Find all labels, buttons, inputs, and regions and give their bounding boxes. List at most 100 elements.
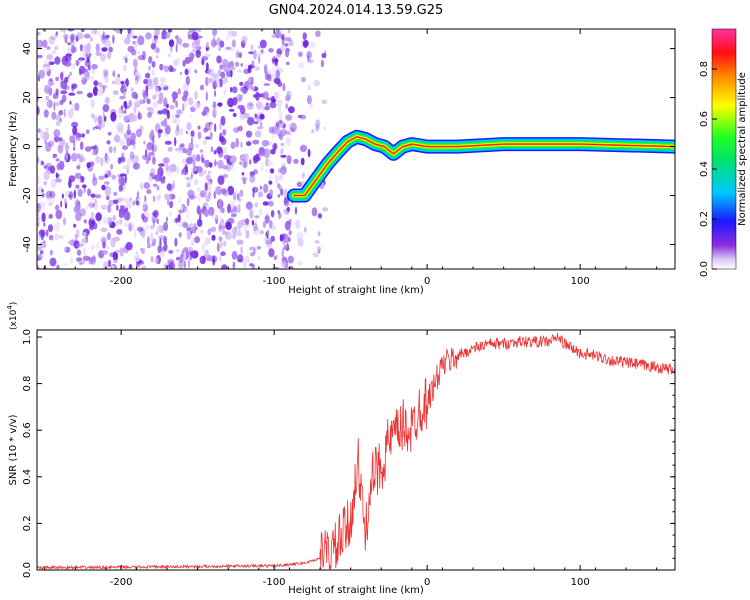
spectrogram-y-axis: -40 -20 0 20 40 xyxy=(22,42,675,253)
noise-speckle xyxy=(61,71,64,78)
noise-speckle xyxy=(147,111,152,118)
noise-speckle xyxy=(280,260,287,268)
noise-speckle xyxy=(218,45,221,52)
noise-speckle xyxy=(48,140,55,147)
noise-speckle xyxy=(316,246,321,253)
noise-speckle xyxy=(272,133,275,139)
noise-speckle xyxy=(230,68,233,78)
noise-speckle xyxy=(317,231,321,237)
noise-speckle xyxy=(63,29,66,34)
noise-speckle xyxy=(54,131,57,138)
noise-speckle xyxy=(178,36,182,46)
noise-speckle xyxy=(268,126,275,134)
noise-speckle xyxy=(94,29,97,35)
noise-speckle xyxy=(235,51,239,59)
noise-speckle xyxy=(181,169,184,176)
noise-speckle xyxy=(269,189,273,197)
noise-speckle xyxy=(80,76,86,80)
noise-speckle xyxy=(182,222,189,229)
noise-speckle xyxy=(194,236,201,244)
noise-speckle xyxy=(92,86,99,96)
noise-speckle xyxy=(294,206,298,215)
noise-speckle xyxy=(174,114,180,118)
noise-speckle xyxy=(84,146,92,152)
noise-speckle xyxy=(152,135,155,146)
noise-speckle xyxy=(56,264,60,269)
noise-speckle xyxy=(229,66,236,71)
snr-x-axis: -200 -100 0 100 xyxy=(44,330,658,588)
noise-speckle xyxy=(69,256,74,264)
noise-speckle xyxy=(83,33,91,39)
noise-speckle xyxy=(113,236,120,242)
noise-speckle xyxy=(188,142,194,151)
noise-speckle xyxy=(157,166,164,177)
noise-speckle xyxy=(167,53,172,58)
noise-speckle xyxy=(142,154,150,161)
noise-speckle xyxy=(306,95,312,105)
snr-chart: -200 -100 0 100 0.0 0.2 0.4 0.6 0.8 1.0 Height o… xyxy=(6,302,676,596)
noise-speckle xyxy=(106,195,110,201)
noise-speckle xyxy=(86,56,90,63)
noise-speckle xyxy=(235,137,239,148)
noise-speckle xyxy=(100,157,104,167)
noise-speckle xyxy=(57,144,64,154)
noise-speckle xyxy=(235,208,241,213)
noise-speckle xyxy=(176,165,179,175)
noise-speckle xyxy=(269,101,277,109)
noise-speckle xyxy=(248,51,255,55)
noise-speckle xyxy=(132,58,138,69)
svg-text:(x104): (x104) xyxy=(6,302,19,330)
noise-speckle xyxy=(321,99,328,105)
y-tick-label: -20 xyxy=(22,187,33,203)
noise-speckle xyxy=(124,109,127,114)
noise-speckle xyxy=(116,219,119,227)
noise-speckle xyxy=(160,250,165,258)
noise-speckle xyxy=(205,174,211,181)
noise-speckle xyxy=(102,104,110,113)
noise-speckle xyxy=(266,230,270,235)
noise-speckle xyxy=(258,208,263,216)
noise-speckle xyxy=(113,146,116,154)
noise-speckle xyxy=(88,200,94,210)
noise-speckle xyxy=(280,188,284,196)
noise-speckle xyxy=(126,137,132,147)
noise-speckle xyxy=(163,221,169,232)
noise-speckle xyxy=(147,151,155,157)
noise-speckle xyxy=(131,91,138,99)
noise-speckle xyxy=(177,262,184,269)
noise-speckle xyxy=(219,254,222,263)
noise-speckle xyxy=(245,201,253,210)
noise-speckle xyxy=(283,130,290,135)
noise-speckle xyxy=(266,237,271,244)
noise-speckle xyxy=(40,161,45,166)
noise-speckle xyxy=(88,64,91,71)
noise-speckle xyxy=(47,100,50,109)
noise-speckle xyxy=(41,188,44,193)
noise-speckle xyxy=(282,123,286,129)
noise-speckle xyxy=(43,165,48,169)
noise-speckle xyxy=(252,186,259,193)
noise-speckle xyxy=(76,137,81,141)
noise-speckle xyxy=(201,245,205,253)
noise-speckle xyxy=(286,155,292,165)
noise-speckle xyxy=(49,191,56,199)
noise-speckle xyxy=(55,158,60,162)
noise-speckle xyxy=(276,254,279,258)
noise-speckle xyxy=(317,213,322,219)
noise-speckle xyxy=(122,265,125,269)
noise-speckle xyxy=(118,125,125,135)
noise-speckle xyxy=(257,256,261,260)
noise-speckle xyxy=(144,195,147,203)
noise-speckle xyxy=(163,86,166,91)
snr-x-label: Height of straight line (km) xyxy=(288,585,424,596)
noise-speckle xyxy=(222,165,229,170)
noise-speckle xyxy=(68,194,72,198)
noise-speckle xyxy=(71,152,78,162)
noise-speckle xyxy=(112,199,119,205)
noise-speckle xyxy=(104,185,112,196)
noise-speckle xyxy=(54,45,59,51)
noise-speckle xyxy=(125,53,128,59)
noise-speckle xyxy=(212,101,217,109)
ridge-band-6 xyxy=(293,136,675,196)
noise-speckle xyxy=(201,56,209,61)
